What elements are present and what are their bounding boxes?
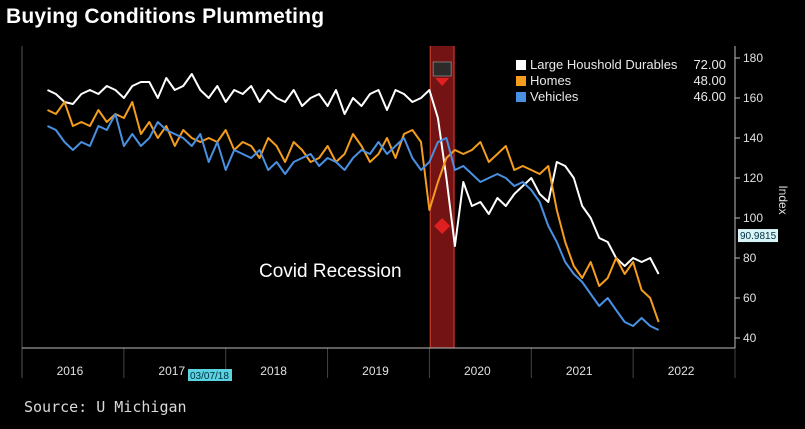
y-tick-label: 100 [743,211,763,225]
legend-series-name: Homes [530,73,572,88]
band-mid-marker-icon [434,218,451,234]
legend-series-value: 46.00 [693,89,726,104]
cursor-value-tag [738,229,778,243]
legend-swatch [516,60,526,70]
grid-layer [123,348,736,378]
x-tick-label: 2021 [566,364,593,378]
legend: Large Houshold Durables 72.00 Homes 48.00 Ve… [511,56,735,113]
series-line-large-houshold-durables [47,73,660,275]
cursor-date-label: 03/07/18 [190,371,229,382]
legend-series-name: Vehicles [530,89,579,104]
legend-box [511,56,735,113]
x-tick-label: 2020 [464,364,491,378]
band-handle-icon [432,61,452,77]
chart-title: Buying Conditions Plummeting [6,5,325,28]
y-tick-label: 140 [743,131,763,145]
axis-layer: 40 60 80 100 120 140 160 180 Index 2016 2017 2018 20… [21,46,790,382]
y-tick-label: 160 [743,91,763,105]
x-tick-label: 2019 [362,364,389,378]
series-line-homes [47,101,660,323]
legend-series-value: 48.00 [693,73,726,88]
y-tick-label: 40 [743,331,757,345]
y-tick-label: 80 [743,251,757,265]
x-tick-label: 2017 [158,364,185,378]
band-top-marker-icon [435,78,450,86]
source-note: Source: U Michigan [24,398,187,416]
x-tick-label: 2022 [668,364,695,378]
legend-swatch [516,92,526,102]
recession-annotation: Covid Recession [259,261,402,282]
x-tick-label: 2016 [57,364,84,378]
y-tick-label: 60 [743,291,757,305]
legend-series-value: 72.00 [693,57,726,72]
series-layer [47,73,660,331]
y-tick-label: 180 [743,51,763,65]
cursor-value-label: 90.9815 [740,231,777,242]
cursor-date-tag [188,369,232,381]
y-tick-label: 120 [743,171,763,185]
legend-swatch [516,76,526,86]
legend-series-name: Large Houshold Durables [530,57,678,72]
y-axis-label: Index [776,185,790,214]
x-tick-label: 2018 [260,364,287,378]
series-line-vehicles [47,113,660,331]
